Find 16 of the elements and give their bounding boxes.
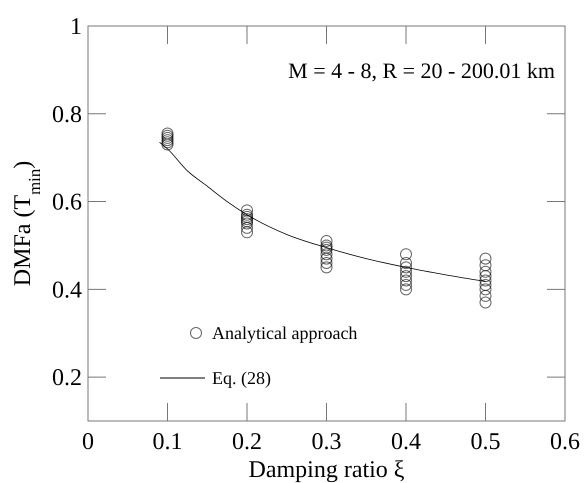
y-tick-label: 1 (70, 14, 82, 40)
legend-label: Analytical approach (212, 323, 358, 343)
x-tick-label: 0 (82, 429, 94, 455)
y-tick-label: 0.8 (52, 102, 82, 128)
annotation: M = 4 - 8, R = 20 - 200.01 km (288, 58, 555, 83)
legend-label: Eq. (28) (212, 368, 271, 388)
y-tick-label: 0.2 (52, 365, 82, 392)
x-tick-label: 0.4 (391, 429, 421, 455)
x-tick-label: 0.5 (470, 429, 500, 455)
x-tick-label: 0.2 (232, 429, 262, 455)
x-tick-label: 0.6 (550, 429, 580, 455)
x-tick-label: 0.1 (152, 429, 182, 455)
x-tick-label: 0.3 (312, 429, 342, 455)
x-axis-title: Damping ratio ξ (248, 457, 405, 483)
y-tick-label: 0.6 (52, 190, 82, 216)
y-tick-label: 0.4 (52, 277, 82, 304)
